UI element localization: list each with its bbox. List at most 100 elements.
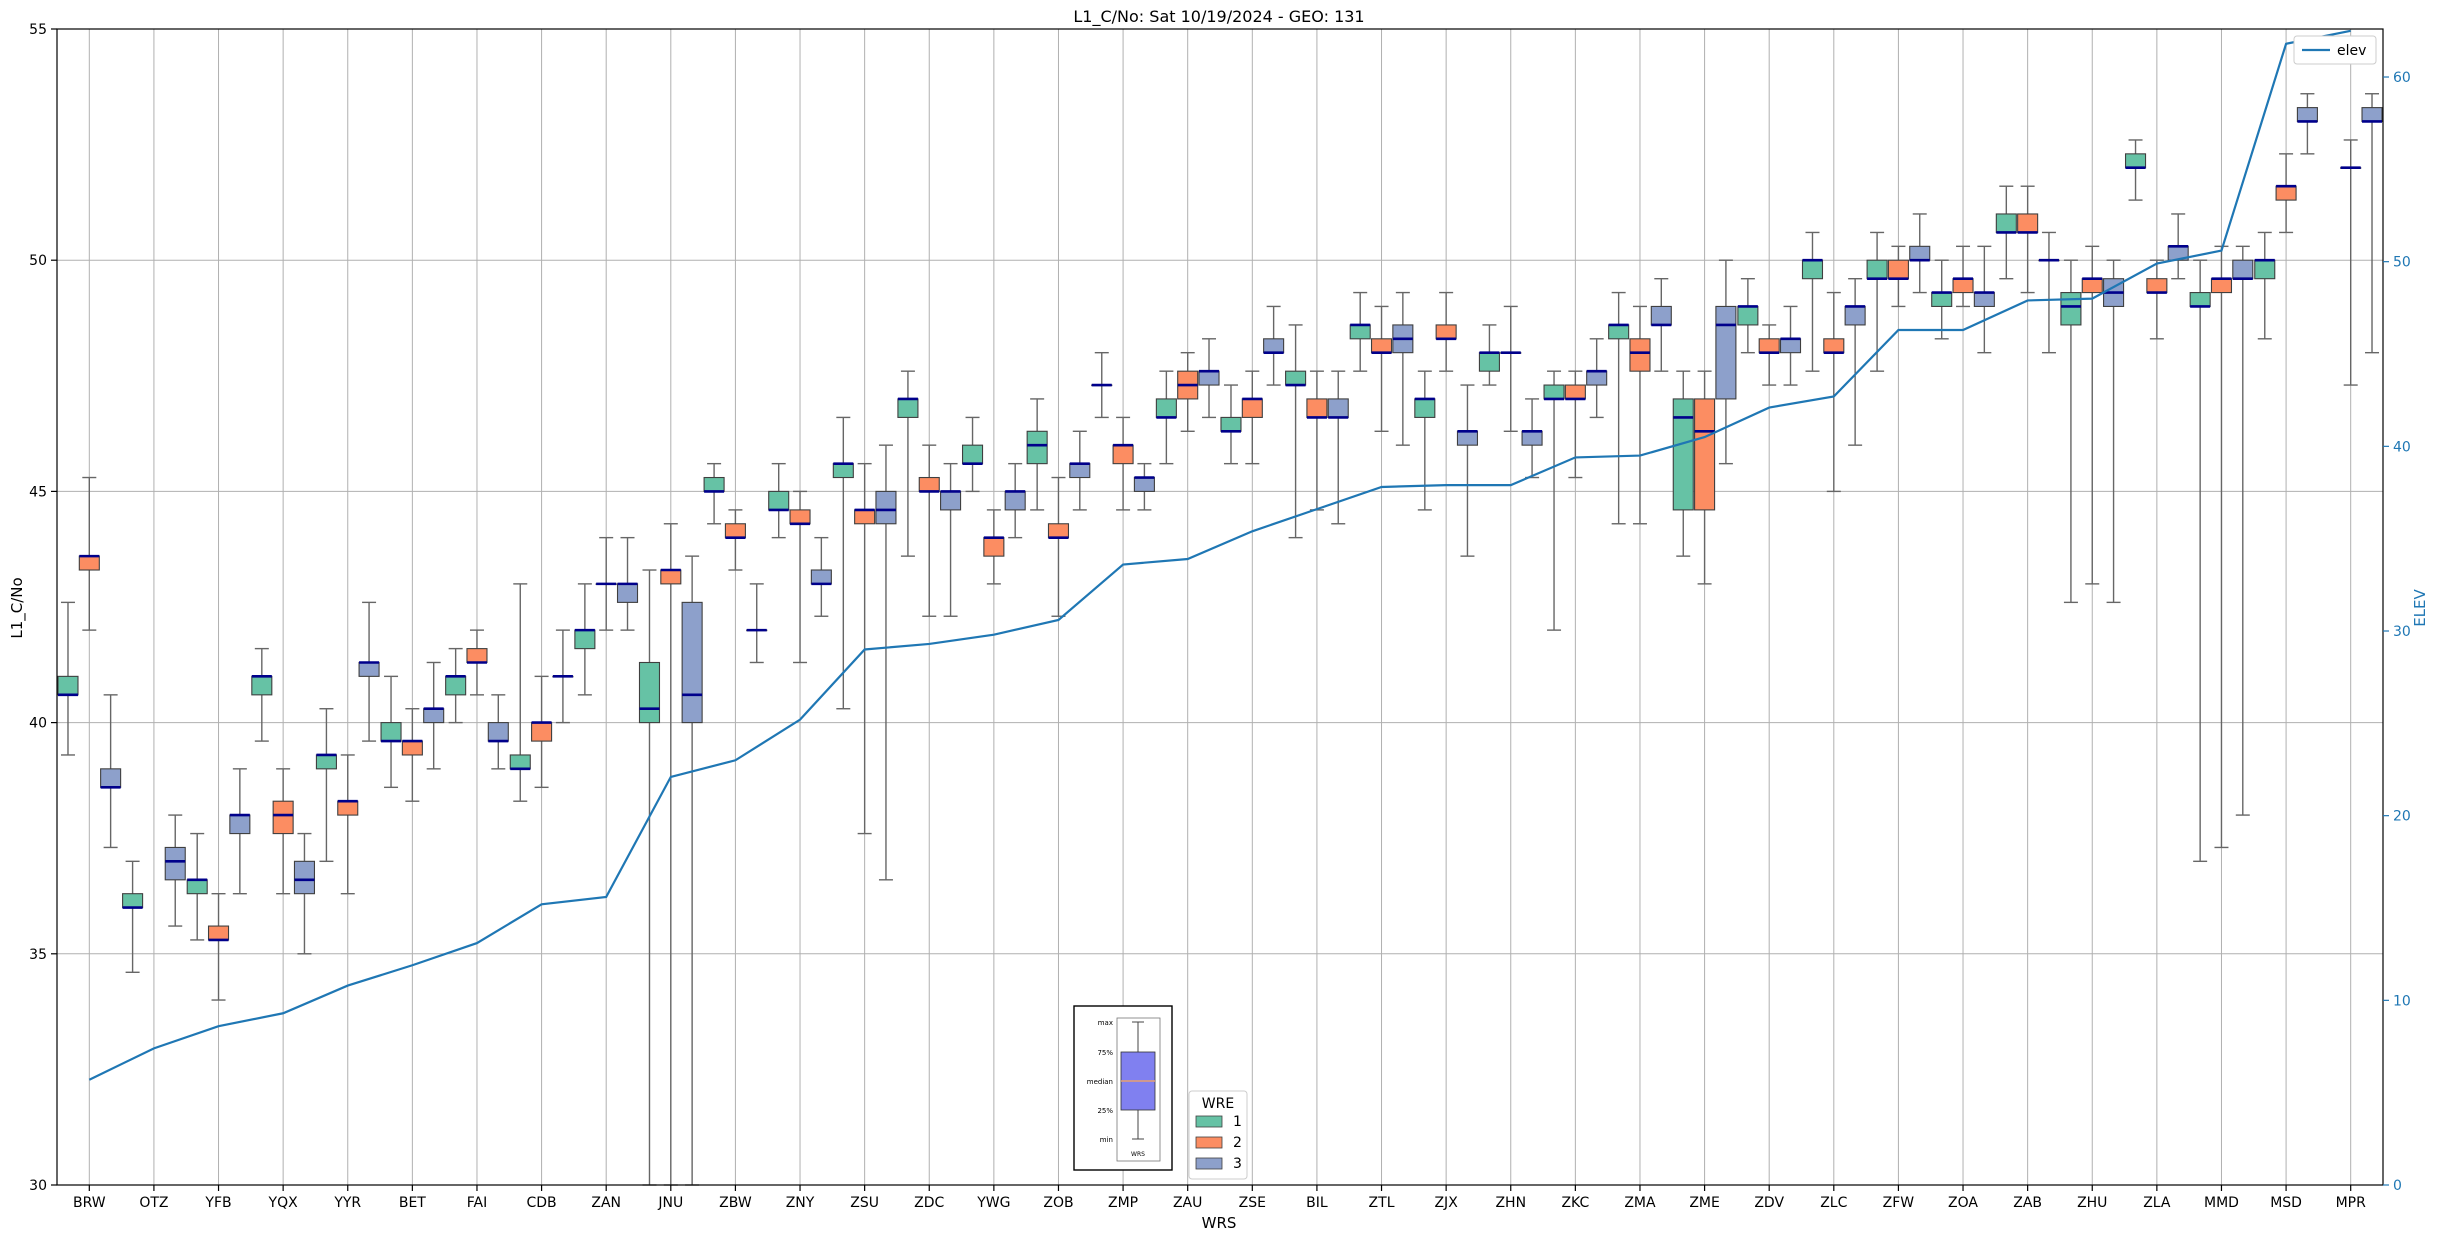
box-iqr [1198, 370, 1220, 386]
box-iqr [2254, 259, 2276, 280]
y-axis-label: L1_C/No [8, 577, 27, 638]
box-YFB-wre3 [229, 768, 251, 895]
box-ZMA-wre1 [1608, 291, 1630, 525]
box-iqr [2296, 107, 2318, 123]
box-iqr [509, 754, 531, 770]
box-BRW-wre3 [100, 694, 122, 849]
box-ZAU-wre1 [1155, 370, 1177, 465]
box-BET-wre3 [423, 661, 445, 770]
box-iqr [1608, 324, 1630, 340]
box-MSD-wre1 [2254, 231, 2276, 340]
box-ZHN-wre1 [1478, 324, 1500, 386]
box-iqr [251, 675, 273, 696]
box-ZBW-wre2 [724, 509, 746, 571]
inset-label-4: min [1100, 1136, 1113, 1144]
box-YYR-wre1 [315, 708, 337, 863]
box-YFB-wre2 [207, 892, 230, 1001]
x-tick-label: ZOA [1948, 1195, 1978, 1211]
x-tick-label: ZOB [1043, 1195, 1073, 1211]
x-tick-label: ZAB [2013, 1195, 2042, 1211]
box-YWG-wre3 [1004, 462, 1026, 539]
box-MMD-wre3 [2232, 245, 2254, 816]
box-ZDV-wre1 [1737, 277, 1759, 354]
box-iqr [1909, 245, 1931, 261]
box-iqr [1435, 324, 1457, 340]
wre-legend: WRE 1 2 3 [1188, 1090, 1248, 1180]
box-MSD-wre3 [2296, 93, 2318, 155]
box-ZSE-wre2 [1241, 370, 1263, 465]
box-ZJX-wre1 [1414, 370, 1436, 511]
box-iqr [358, 661, 380, 677]
box-iqr [1327, 398, 1349, 418]
y2-tick-label: 10 [2393, 993, 2411, 1009]
box-ZDV-wre2 [1758, 324, 1780, 386]
wre-legend-label-3: 3 [1233, 1156, 1242, 1172]
x-tick-label: ZSE [1239, 1195, 1266, 1211]
box-BIL-wre3 [1327, 370, 1349, 525]
box-CDB-wre3 [552, 629, 574, 724]
x-tick-label: CDB [526, 1195, 556, 1211]
box-iqr [1047, 523, 1070, 539]
box-iqr [100, 768, 122, 788]
box-ZSE-wre3 [1263, 305, 1285, 386]
box-ZMP-wre2 [1112, 416, 1134, 511]
box-JNU-wre2 [660, 523, 682, 1186]
x-tick-label: ZSU [850, 1195, 879, 1211]
box-FAI-wre3 [487, 694, 509, 770]
box-ZOA-wre1 [1931, 259, 1953, 340]
box-ZAU-wre2 [1177, 351, 1199, 432]
box-iqr [2124, 153, 2147, 169]
y2-tick-label: 40 [2393, 439, 2411, 455]
box-iqr [1069, 463, 1091, 479]
box-ZFW-wre1 [1866, 231, 1888, 372]
box-MPR-wre3 [2361, 93, 2383, 354]
box-iqr [1779, 338, 1802, 354]
box-ZAN-wre1 [574, 583, 596, 696]
box-ZTL-wre1 [1349, 291, 1371, 372]
y-tick-label: 35 [29, 947, 47, 963]
box-ZJX-wre3 [1456, 384, 1479, 557]
box-iqr [1887, 259, 1909, 280]
box-iqr [940, 490, 962, 511]
elev-line [88, 29, 2351, 1081]
box-ZSU-wre2 [854, 462, 876, 835]
box-ZAB-wre1 [1995, 185, 2017, 280]
x-tick-label: ZLA [2143, 1195, 2171, 1211]
box-ZDC-wre3 [940, 462, 962, 617]
boxplot-key-inset: max 75% median 25% min WRS [1073, 1005, 1173, 1171]
box-iqr [423, 708, 445, 724]
box-iqr [229, 814, 251, 835]
box-iqr [854, 509, 876, 525]
box-iqr [1414, 398, 1436, 418]
y-tick-label: 45 [29, 484, 47, 500]
box-ZTL-wre3 [1392, 291, 1414, 446]
box-iqr [574, 629, 596, 650]
x-tick-label: YWG [976, 1195, 1010, 1211]
box-ZLC-wre1 [1801, 231, 1824, 372]
box-iqr [810, 569, 832, 585]
x-tick-label: MMD [2204, 1195, 2239, 1211]
box-ZAB-wre3 [2038, 231, 2060, 354]
x-tick-label: OTZ [139, 1195, 168, 1211]
box-ZSU-wre1 [832, 416, 854, 710]
box-JNU-wre1 [638, 569, 661, 1186]
box-ZSE-wre1 [1220, 384, 1242, 465]
box-ZMP-wre1 [1091, 351, 1113, 419]
box-YYR-wre2 [337, 754, 359, 895]
x-tick-label: ZNY [786, 1195, 815, 1211]
box-ZJX-wre2 [1435, 291, 1457, 372]
box-ZME-wre3 [1715, 259, 1737, 465]
box-iqr [2146, 278, 2168, 294]
box-iqr [57, 675, 79, 696]
x-tick-label: ZHU [2077, 1195, 2107, 1211]
box-iqr [768, 490, 790, 511]
box-ZOA-wre2 [1952, 245, 1974, 308]
x-tick-label: ZMA [1624, 1195, 1656, 1211]
box-MMD-wre1 [2189, 259, 2211, 863]
x-tick-label: BET [399, 1195, 426, 1211]
box-ZNY-wre2 [789, 490, 811, 664]
box-ZAU-wre3 [1198, 338, 1220, 419]
box-ZFW-wre3 [1909, 213, 1931, 294]
x-axis-label: WRS [1202, 1214, 1237, 1232]
